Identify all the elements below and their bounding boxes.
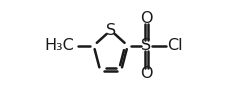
Text: S: S — [106, 23, 116, 38]
Text: S: S — [141, 38, 151, 53]
Text: O: O — [140, 11, 153, 26]
Text: Cl: Cl — [167, 38, 183, 53]
Text: O: O — [140, 65, 153, 81]
Text: H₃C: H₃C — [45, 38, 74, 53]
